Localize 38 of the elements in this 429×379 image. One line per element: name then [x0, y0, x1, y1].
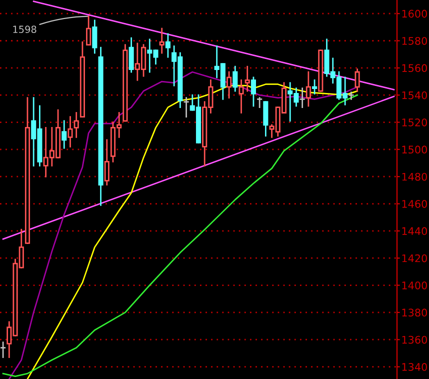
candlestick [312, 79, 318, 94]
candlestick [244, 66, 250, 92]
candlestick [86, 16, 92, 46]
candlestick [232, 66, 238, 92]
candlestick [354, 68, 360, 92]
candlestick [238, 79, 244, 114]
candlestick [0, 342, 6, 358]
y-tick-label: 1600 [402, 10, 427, 18]
y-tick-label: 1480 [402, 172, 427, 181]
candlestick [226, 71, 232, 98]
y-tick-label: 1440 [402, 227, 427, 236]
candlestick [74, 112, 79, 138]
y-tick-label: 1580 [402, 36, 427, 45]
y-tick-label: 1520 [402, 118, 427, 126]
y-tick-label: 1460 [402, 200, 427, 208]
y-tick-label: 1540 [402, 91, 427, 100]
y-tick-label: 1380 [402, 308, 427, 317]
candlestick [62, 120, 67, 149]
candlestick [165, 33, 170, 58]
candlestick [92, 20, 98, 54]
y-tick-label: 1340 [402, 363, 427, 371]
candlestick [348, 92, 354, 100]
y-tick-label: 1360 [402, 336, 427, 344]
candlestick [159, 28, 164, 54]
candlestick [68, 116, 73, 148]
candlestick [250, 76, 256, 107]
y-tick-label: 1420 [402, 254, 427, 262]
candlestick [300, 88, 305, 108]
y-tick-label: 1560 [402, 64, 427, 72]
candlestick [263, 101, 268, 137]
candlestick [128, 37, 134, 73]
candlestick [306, 71, 311, 107]
candlestick [104, 139, 110, 186]
y-tick-label: 1500 [402, 146, 427, 154]
annotation: 1598 [13, 26, 36, 34]
y-tick-label: 1400 [402, 281, 427, 290]
candlestick [257, 97, 262, 108]
candlestick [184, 97, 189, 118]
